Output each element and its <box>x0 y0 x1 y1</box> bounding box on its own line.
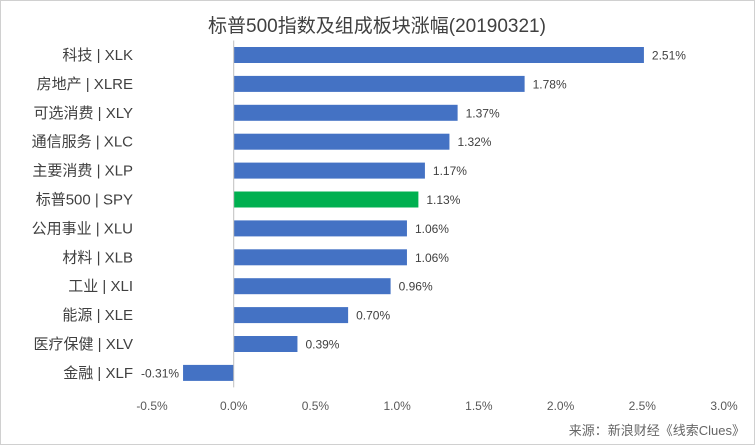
bar-1 <box>233 75 525 92</box>
value-label-10: 0.39% <box>305 338 339 352</box>
value-label-0: 2.51% <box>652 49 686 63</box>
category-label-5: 标普500 | SPY <box>36 192 133 209</box>
category-label-8: 工业 | XLI <box>68 278 133 295</box>
value-label-7: 1.06% <box>415 251 449 265</box>
category-label-2: 可选消费 | XLY <box>34 105 133 122</box>
category-label-0: 科技 | XLK <box>62 47 133 64</box>
value-label-1: 1.78% <box>533 77 567 91</box>
x-tick-label-3: 1.0% <box>383 399 411 413</box>
x-tick-label-5: 2.0% <box>547 399 575 413</box>
value-label-8: 0.96% <box>399 280 433 294</box>
category-label-10: 医疗保健 | XLV <box>34 336 133 353</box>
value-label-3: 1.32% <box>457 135 491 149</box>
chart-title: 标普500指数及组成板块涨幅(20190321) <box>208 15 546 37</box>
bars-layer <box>183 47 644 381</box>
bar-5 <box>233 191 419 208</box>
labels-layer: 科技 | XLK 2.51% 房地产 | XLRE 1.78% 可选消费 | XLY 1.… <box>32 47 687 382</box>
value-label-4: 1.17% <box>433 164 467 178</box>
bar-3 <box>233 133 450 150</box>
bar-0 <box>233 47 644 63</box>
category-label-11: 金融 | XLF <box>63 365 133 382</box>
bar-7 <box>233 249 407 266</box>
bar-10 <box>233 336 298 352</box>
bar-9 <box>233 307 349 324</box>
bar-4 <box>233 162 425 179</box>
bar-2 <box>233 104 458 121</box>
bar-6 <box>233 220 407 237</box>
category-label-3: 通信服务 | XLC <box>32 134 134 151</box>
x-axis-ticks: -0.5% 0.0% 0.5% 1.0% 1.5% 2.0% 2.5% 3.0% <box>136 399 738 413</box>
value-label-6: 1.06% <box>415 222 449 236</box>
value-label-11: -0.31% <box>141 366 179 380</box>
x-tick-label-1: 0.0% <box>220 399 248 413</box>
x-tick-label-6: 2.5% <box>629 399 657 413</box>
category-label-9: 能源 | XLE <box>62 307 133 324</box>
category-label-1: 房地产 | XLRE <box>37 76 133 93</box>
x-tick-label-7: 3.0% <box>710 399 738 413</box>
category-label-4: 主要消费 | XLP <box>32 163 133 180</box>
value-label-9: 0.70% <box>356 309 390 323</box>
bar-8 <box>233 278 391 295</box>
x-tick-label-2: 0.5% <box>302 399 330 413</box>
value-label-5: 1.13% <box>426 193 460 207</box>
x-tick-label-4: 1.5% <box>465 399 493 413</box>
category-label-7: 材料 | XLB <box>62 249 133 266</box>
category-label-6: 公用事业 | XLU <box>32 220 133 237</box>
x-tick-label-0: -0.5% <box>136 399 168 413</box>
source-note: 来源：新浪财经《线索Clues》 <box>569 423 745 438</box>
value-label-2: 1.37% <box>466 106 500 120</box>
bar-11 <box>183 364 234 381</box>
